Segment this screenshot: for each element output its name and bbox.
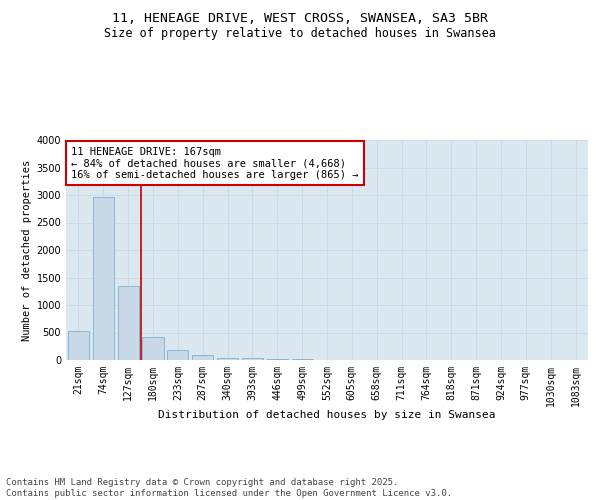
Bar bbox=[217, 358, 238, 360]
Bar bbox=[142, 337, 164, 360]
Bar bbox=[118, 286, 139, 360]
X-axis label: Distribution of detached houses by size in Swansea: Distribution of detached houses by size … bbox=[158, 410, 496, 420]
Y-axis label: Number of detached properties: Number of detached properties bbox=[22, 160, 32, 340]
Text: 11, HENEAGE DRIVE, WEST CROSS, SWANSEA, SA3 5BR: 11, HENEAGE DRIVE, WEST CROSS, SWANSEA, … bbox=[112, 12, 488, 26]
Text: 11 HENEAGE DRIVE: 167sqm
← 84% of detached houses are smaller (4,668)
16% of sem: 11 HENEAGE DRIVE: 167sqm ← 84% of detach… bbox=[71, 146, 359, 180]
Bar bbox=[267, 359, 288, 360]
Text: Size of property relative to detached houses in Swansea: Size of property relative to detached ho… bbox=[104, 28, 496, 40]
Bar bbox=[93, 197, 114, 360]
Bar bbox=[192, 355, 213, 360]
Bar bbox=[68, 331, 89, 360]
Bar bbox=[242, 358, 263, 360]
Text: Contains HM Land Registry data © Crown copyright and database right 2025.
Contai: Contains HM Land Registry data © Crown c… bbox=[6, 478, 452, 498]
Bar bbox=[167, 350, 188, 360]
